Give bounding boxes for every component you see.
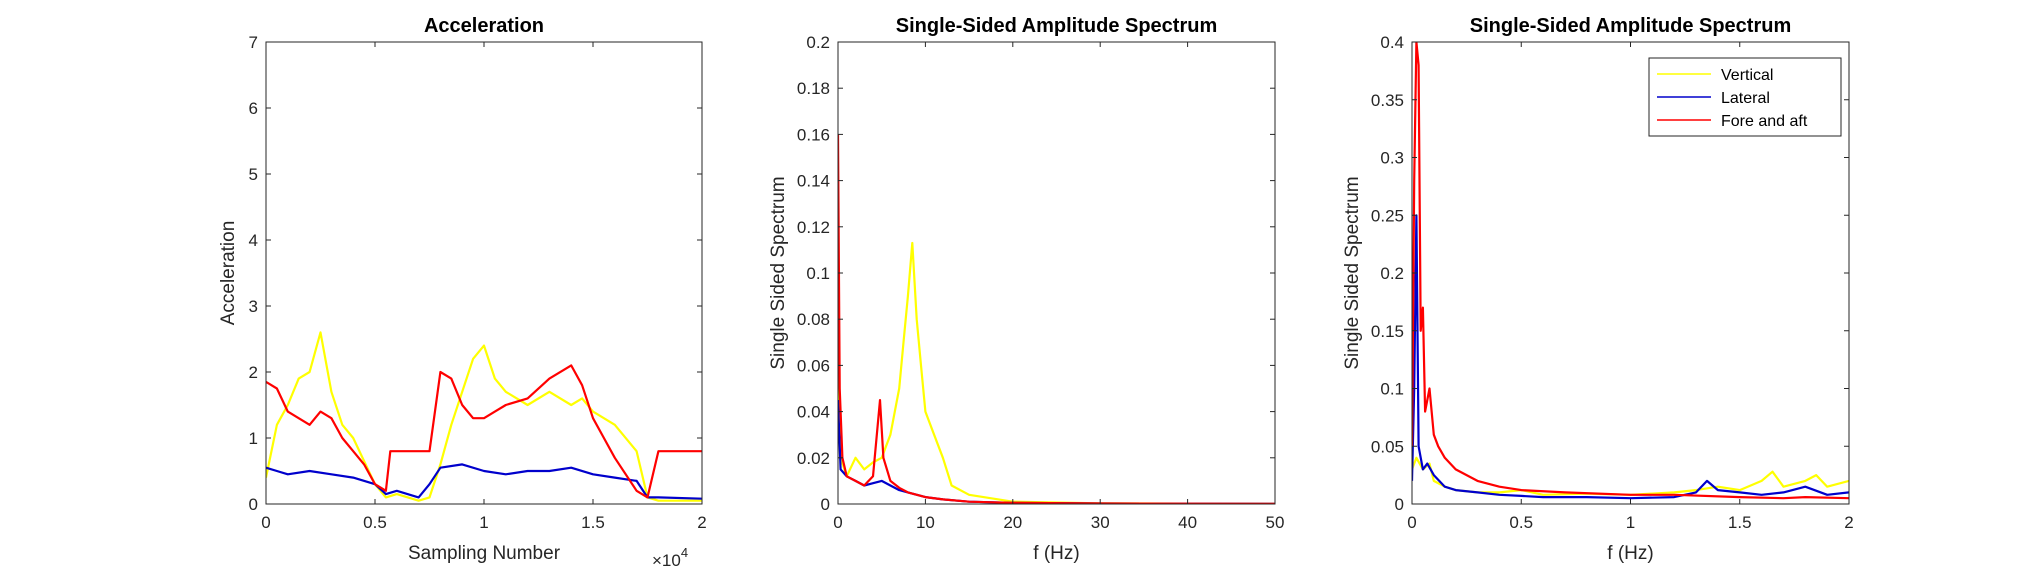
legend-label: Vertical <box>1721 67 1773 84</box>
x-tick-label: 40 <box>1178 513 1197 532</box>
y-tick-label: 0.35 <box>1371 91 1404 110</box>
series-group <box>838 134 1275 504</box>
x-tick-label: 2 <box>697 513 706 532</box>
y-tick-label: 7 <box>249 33 258 52</box>
y-tick-label: 0.4 <box>1380 33 1404 52</box>
chart-2: 0 10 20 30 40 50 0 0.02 0.04 0.06 0.08 0.1 0.12 0.14 0… <box>768 15 1284 564</box>
x-tick-label: 30 <box>1091 513 1110 532</box>
y-tick-label: 0.15 <box>1371 322 1404 341</box>
x-tick-label: 1.5 <box>581 513 605 532</box>
x-exponent-label: ×104 <box>652 545 688 566</box>
y-tick-label: 0 <box>249 495 258 514</box>
x-tick-label: 0.5 <box>363 513 387 532</box>
y-tick-label: 0 <box>821 495 830 514</box>
y-tick-label: 0.04 <box>797 403 830 422</box>
series-line-lateral <box>266 463 702 500</box>
chart-title: Single-Sided Amplitude Spectrum <box>896 15 1218 37</box>
x-tick-label: 1.5 <box>1728 513 1752 532</box>
series-line-fore-and-aft <box>838 134 1275 504</box>
y-tick-label: 2 <box>249 363 258 382</box>
series-group <box>266 331 702 502</box>
x-tick-label: 10 <box>916 513 935 532</box>
y-tick-label: 4 <box>249 231 258 250</box>
y-tick-label: 0.08 <box>797 310 830 329</box>
y-axis-label: Acceleration <box>218 221 239 326</box>
x-tick-label: 20 <box>1003 513 1022 532</box>
x-tick-label: 0 <box>261 513 270 532</box>
x-tick-label: 1 <box>1626 513 1635 532</box>
y-tick-label: 5 <box>249 165 258 184</box>
x-tick-label: 0.5 <box>1509 513 1533 532</box>
y-tick-label: 1 <box>249 429 258 448</box>
y-tick-label: 0.12 <box>797 218 830 237</box>
y-tick-label: 0.1 <box>1380 380 1404 399</box>
legend-label: Lateral <box>1721 90 1770 107</box>
series-group <box>1412 42 1849 500</box>
y-tick-label: 0.14 <box>797 172 830 191</box>
y-axis-label: Single Sided Spectrum <box>1342 176 1363 369</box>
x-tick-label: 2 <box>1844 513 1853 532</box>
y-tick-label: 6 <box>249 99 258 118</box>
plot-area <box>838 42 1275 504</box>
chart-1: 0 0.5 1 1.5 2 0 1 2 3 4 5 6 7 Acceleration Sampling Nu… <box>218 15 707 566</box>
x-axis-label: f (Hz) <box>1033 543 1079 564</box>
y-tick-label: 0.1 <box>806 264 830 283</box>
y-axis-label: Single Sided Spectrum <box>768 176 789 369</box>
y-tick-label: 0.2 <box>806 33 830 52</box>
y-tick-label: 0.16 <box>797 125 830 144</box>
y-tick-label: 0.02 <box>797 449 830 468</box>
x-axis-label: Sampling Number <box>408 543 561 564</box>
chart-3: 0 0.5 1 1.5 2 0 0.05 0.1 0.15 0.2 0.25 0.3 0.35 0.4 Si… <box>1342 15 1854 564</box>
y-tick-label: 0.05 <box>1371 437 1404 456</box>
y-tick-label: 0.3 <box>1380 149 1404 168</box>
series-line-vertical <box>838 241 1275 504</box>
y-tick-label: 0.2 <box>1380 264 1404 283</box>
plot-area <box>266 42 702 504</box>
chart-title: Acceleration <box>424 15 544 37</box>
chart-title: Single-Sided Amplitude Spectrum <box>1470 15 1792 37</box>
legend: Vertical Lateral Fore and aft <box>1648 57 1842 137</box>
x-tick-label: 1 <box>479 513 488 532</box>
x-tick-label: 0 <box>1407 513 1416 532</box>
y-tick-label: 0 <box>1395 495 1404 514</box>
x-tick-label: 0 <box>833 513 842 532</box>
legend-label: Fore and aft <box>1721 113 1808 130</box>
y-tick-label: 3 <box>249 297 258 316</box>
x-tick-label: 50 <box>1266 513 1285 532</box>
y-tick-label: 0.25 <box>1371 206 1404 225</box>
y-tick-label: 0.06 <box>797 356 830 375</box>
x-axis-label: f (Hz) <box>1607 543 1653 564</box>
y-tick-label: 0.18 <box>797 79 830 98</box>
